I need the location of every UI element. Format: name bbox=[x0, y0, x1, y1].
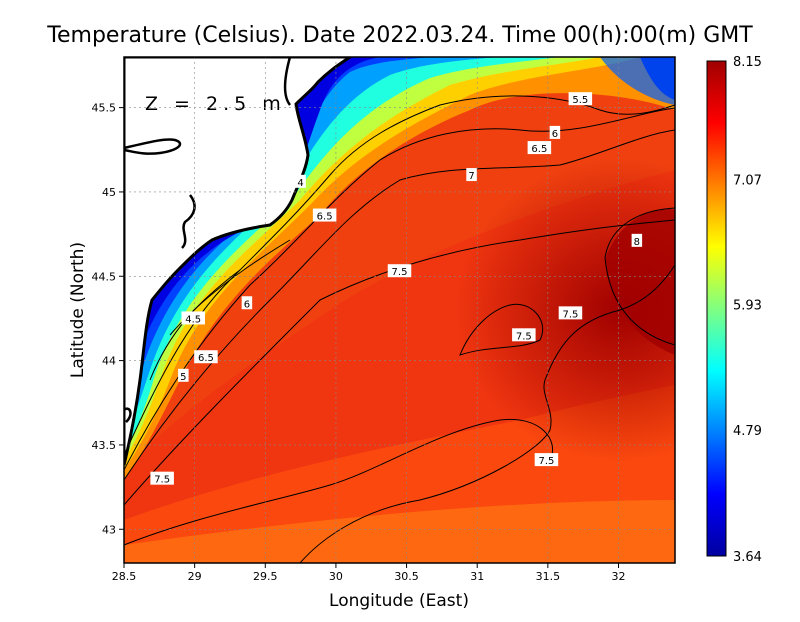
contour-label: 8 bbox=[634, 237, 640, 248]
contour-label: 6.5 bbox=[317, 212, 333, 223]
contour-label: 5.5 bbox=[572, 95, 588, 106]
colorbar-tick-label: 7.07 bbox=[733, 174, 762, 189]
contour-label: 6.5 bbox=[198, 353, 214, 364]
contour-label: 6.5 bbox=[531, 144, 547, 155]
contour-label: 6 bbox=[244, 299, 250, 310]
contour-label-box bbox=[549, 125, 561, 139]
x-axis: 28.5 29 29.5 30 30.5 31 31.5 32 bbox=[112, 563, 625, 583]
land-mass bbox=[124, 57, 353, 466]
colorbar-labels: 8.15 7.07 5.93 4.79 3.64 bbox=[733, 55, 762, 565]
grid-lines bbox=[124, 57, 675, 563]
contour-label-box bbox=[631, 233, 643, 247]
x-tick-label: 28.5 bbox=[112, 570, 137, 583]
map-title: Temperature (Celsius). Date 2022.03.24. … bbox=[46, 23, 753, 48]
y-tick-label: 43 bbox=[102, 523, 116, 536]
contour-label: 7.5 bbox=[154, 475, 170, 486]
contour-label-box bbox=[512, 328, 536, 342]
contour-label: 4.5 bbox=[185, 314, 201, 325]
x-tick-label: 29.5 bbox=[253, 570, 278, 583]
contour-label: 7.5 bbox=[562, 309, 578, 320]
plot-frame bbox=[123, 56, 676, 564]
x-tick-label: 30.5 bbox=[394, 570, 419, 583]
contour-label-box bbox=[178, 368, 189, 382]
contour-label-box bbox=[241, 296, 253, 310]
contour-label: 6 bbox=[552, 129, 558, 140]
x-tick-label: 31 bbox=[470, 570, 484, 583]
contour-label-box bbox=[194, 350, 218, 364]
x-axis-label: Longitude (East) bbox=[329, 591, 469, 611]
colorbar-tick-label: 4.79 bbox=[733, 424, 762, 439]
colorbar-tick-label: 3.64 bbox=[733, 550, 762, 565]
y-axis: 43 43.5 44 44.5 45 45.5 bbox=[92, 102, 124, 536]
contour-label: 7.5 bbox=[538, 456, 554, 467]
y-tick-label: 45 bbox=[102, 186, 116, 199]
contour-label-box bbox=[387, 264, 412, 278]
contour-labels: 4 4.5 5 5.5 6 6 6.5 6.5 6.5 7 7.5 7.5 7.5 7.5 7.5 8 bbox=[150, 92, 643, 486]
x-tick-label: 30 bbox=[329, 570, 343, 583]
y-tick-label: 45.5 bbox=[92, 102, 117, 115]
contour-label-box bbox=[466, 168, 477, 182]
colorbar bbox=[706, 60, 727, 557]
depth-label: Z = 2.5 m bbox=[145, 93, 286, 115]
colorbar-tick-label: 8.15 bbox=[733, 55, 762, 70]
x-tick-label: 31.5 bbox=[536, 570, 561, 583]
temperature-field: Z = 2.5 m 4 4.5 5 5.5 6 6 6.5 6.5 6.5 7 7.5 7.5 7.5 7… bbox=[124, 57, 675, 563]
contour-label: 4 bbox=[297, 178, 303, 189]
y-tick-label: 44 bbox=[102, 355, 116, 368]
contour-label-box bbox=[312, 208, 337, 222]
contour-label: 7.5 bbox=[392, 267, 408, 278]
contour-label-box bbox=[150, 471, 174, 485]
contour-label-box bbox=[558, 306, 583, 320]
contour-label: 7 bbox=[468, 171, 474, 182]
x-tick-label: 32 bbox=[611, 570, 625, 583]
x-tick-label: 29 bbox=[188, 570, 202, 583]
contour-label-box bbox=[181, 311, 205, 325]
contour-label-box bbox=[527, 141, 552, 155]
contour-label: 7.5 bbox=[516, 331, 532, 342]
y-tick-label: 43.5 bbox=[92, 439, 117, 452]
contour-label-box bbox=[568, 92, 593, 106]
contour-label-box bbox=[295, 174, 306, 188]
contour-label-box bbox=[534, 453, 559, 467]
y-axis-label: Latitude (North) bbox=[68, 242, 88, 378]
y-tick-label: 44.5 bbox=[92, 270, 117, 283]
colorbar-tick-label: 5.93 bbox=[733, 299, 762, 314]
contour-label: 5 bbox=[180, 372, 186, 383]
